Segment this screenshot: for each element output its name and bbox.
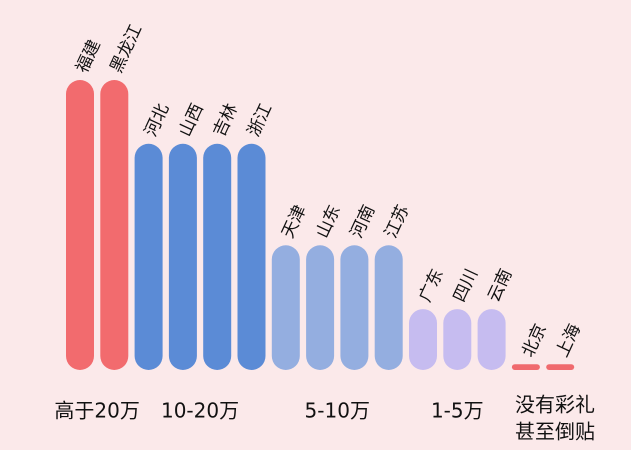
bar (340, 245, 369, 370)
group-label: 高于20万 (54, 399, 139, 423)
bar (409, 309, 437, 370)
bar (374, 245, 403, 370)
group-label: 5-10万 (305, 399, 370, 423)
bar (511, 364, 540, 370)
group-label: 没有彩礼 (515, 393, 595, 417)
group-label: 甚至倒贴 (515, 420, 595, 444)
bar (168, 143, 197, 370)
bar (203, 143, 232, 370)
bar (100, 80, 129, 370)
group-label: 10-20万 (161, 399, 239, 423)
bar (134, 143, 163, 370)
bar (271, 245, 300, 370)
bar (477, 309, 506, 370)
bar (237, 143, 266, 370)
bar (66, 80, 94, 370)
bar (443, 309, 472, 370)
group-label: 1-5万 (431, 399, 484, 423)
bar (306, 245, 335, 370)
bar (546, 364, 575, 370)
